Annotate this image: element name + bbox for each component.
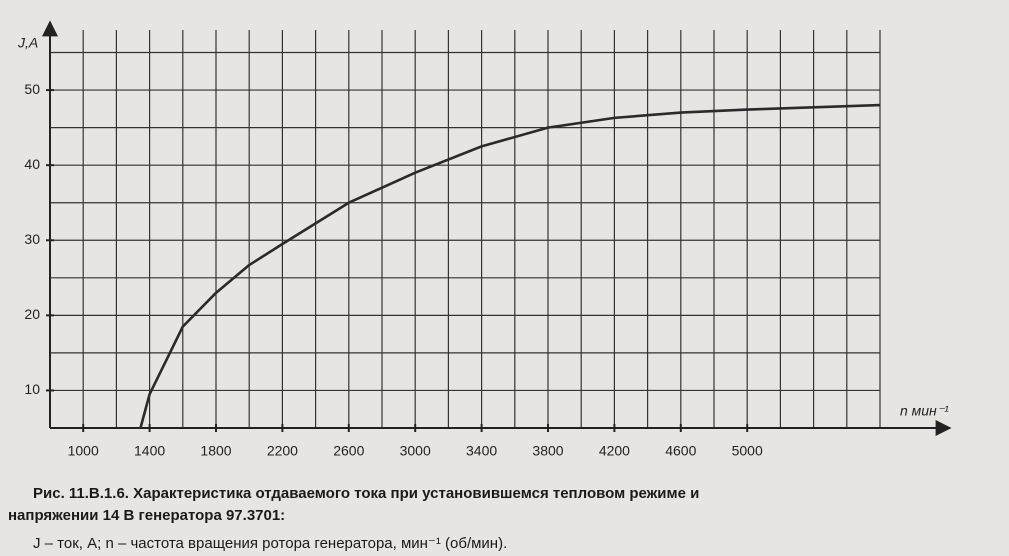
caption: Рис. 11.В.1.6. Характеристика отдаваемог… — [33, 485, 699, 502]
x-tick-label: 1400 — [134, 443, 165, 459]
x-tick-label: 1000 — [68, 443, 99, 459]
note: J – ток, А; n – частота вращения ротора … — [33, 535, 507, 552]
x-tick-label: 2600 — [333, 443, 364, 459]
x-axis-label: n мин⁻¹ — [900, 403, 949, 419]
x-tick-label: 1800 — [200, 443, 231, 459]
y-tick-label: 30 — [24, 231, 40, 247]
y-axis-label: J,A — [17, 35, 38, 51]
y-tick-label: 50 — [24, 81, 40, 97]
caption: напряжении 14 В генератора 97.3701: — [8, 507, 285, 524]
curve — [139, 103, 881, 429]
grid — [50, 30, 881, 428]
x-tick-label: 3000 — [400, 443, 431, 459]
x-tick-label: 3800 — [532, 443, 563, 459]
y-tick-label: 40 — [24, 156, 40, 172]
x-tick-label: 2200 — [267, 443, 298, 459]
y-tick-label: 10 — [24, 381, 40, 397]
x-tick-label: 4200 — [599, 443, 630, 459]
x-tick-label: 4600 — [665, 443, 696, 459]
x-tick-label: 3400 — [466, 443, 497, 459]
y-tick-label: 20 — [24, 306, 40, 322]
x-tick-label: 5000 — [732, 443, 763, 459]
